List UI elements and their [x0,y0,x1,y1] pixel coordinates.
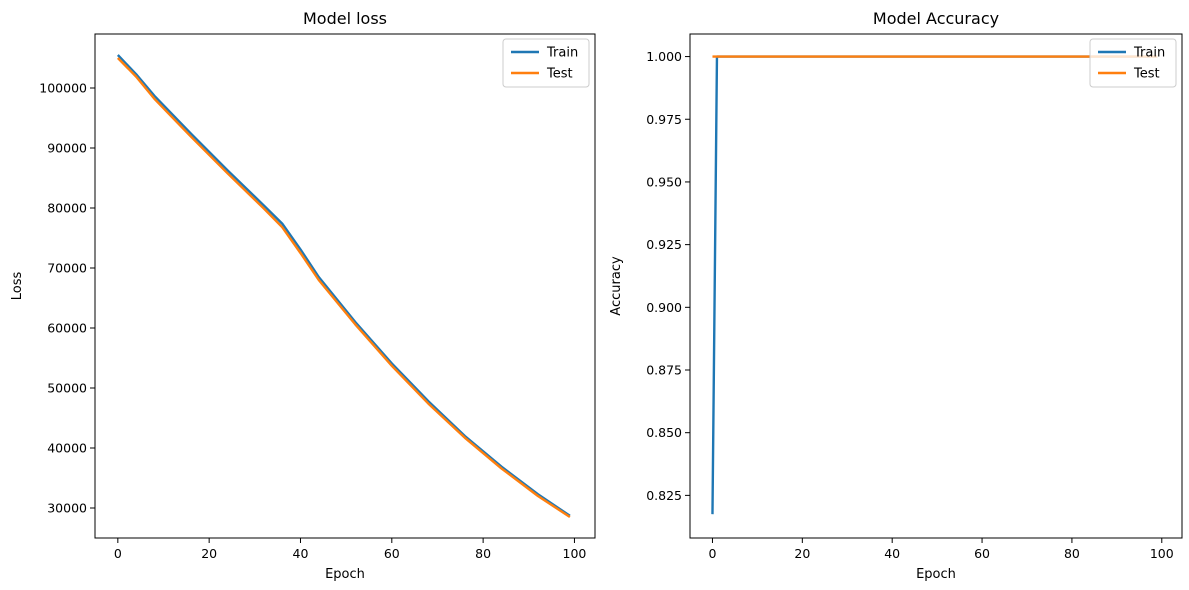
series-line-train [116,54,571,517]
series-line-test [116,57,571,519]
y-tick-label: 50000 [47,381,87,396]
y-tick-label: 0.900 [646,300,682,315]
x-tick-label: 100 [1150,546,1174,561]
y-tick-label: 90000 [47,141,87,156]
y-tick-label: 30000 [47,501,87,516]
plot-frame [689,33,1183,539]
y-tick-label: 40000 [47,441,87,456]
legend: Train Test [502,38,590,88]
y-tick-label: 0.925 [646,237,682,252]
legend-label-train: Train [1133,46,1165,61]
legend-label-test: Test [546,67,573,82]
y-tick-label: 0.875 [646,363,682,378]
y-tick-label: 80000 [47,201,87,216]
y-axis-label: Accuracy [609,256,624,316]
x-tick-label: 0 [708,546,716,561]
y-tick-label: 0.850 [646,425,682,440]
y-tick-label: 1.000 [646,49,682,64]
x-tick-label: 0 [114,546,122,561]
x-tick-label: 40 [293,546,309,561]
chart-panel-2: 0 20 40 60 80 100 0.825 0.850 0.875 0.900 0.925 0.9… [609,9,1183,582]
x-axis-label: Epoch [916,567,956,582]
chart-title: Model loss [303,9,387,28]
y-axis-label: Loss [10,272,25,301]
y-tick-label: 100000 [39,81,87,96]
y-tick-label: 0.975 [646,112,682,127]
y-tick-label: 70000 [47,261,87,276]
y-tick-label: 0.825 [646,488,682,503]
chart-panel-1: 0 20 40 60 80 100 30000 40000 50000 60000 70000 800… [10,9,596,582]
legend-label-train: Train [546,46,578,61]
chart-title: Model Accuracy [873,9,999,28]
x-tick-label: 20 [201,546,217,561]
legend-label-test: Test [1133,67,1160,82]
x-tick-label: 80 [475,546,491,561]
y-tick-label: 0.950 [646,174,682,189]
series-line-train [711,55,1158,515]
x-tick-label: 100 [563,546,587,561]
plot-frame [94,33,596,539]
x-tick-label: 60 [974,546,990,561]
x-tick-label: 80 [1064,546,1080,561]
x-tick-label: 20 [794,546,810,561]
x-tick-label: 40 [884,546,900,561]
x-tick-label: 60 [384,546,400,561]
legend: Train Test [1089,38,1177,88]
y-tick-label: 60000 [47,321,87,336]
x-axis-label: Epoch [325,567,365,582]
